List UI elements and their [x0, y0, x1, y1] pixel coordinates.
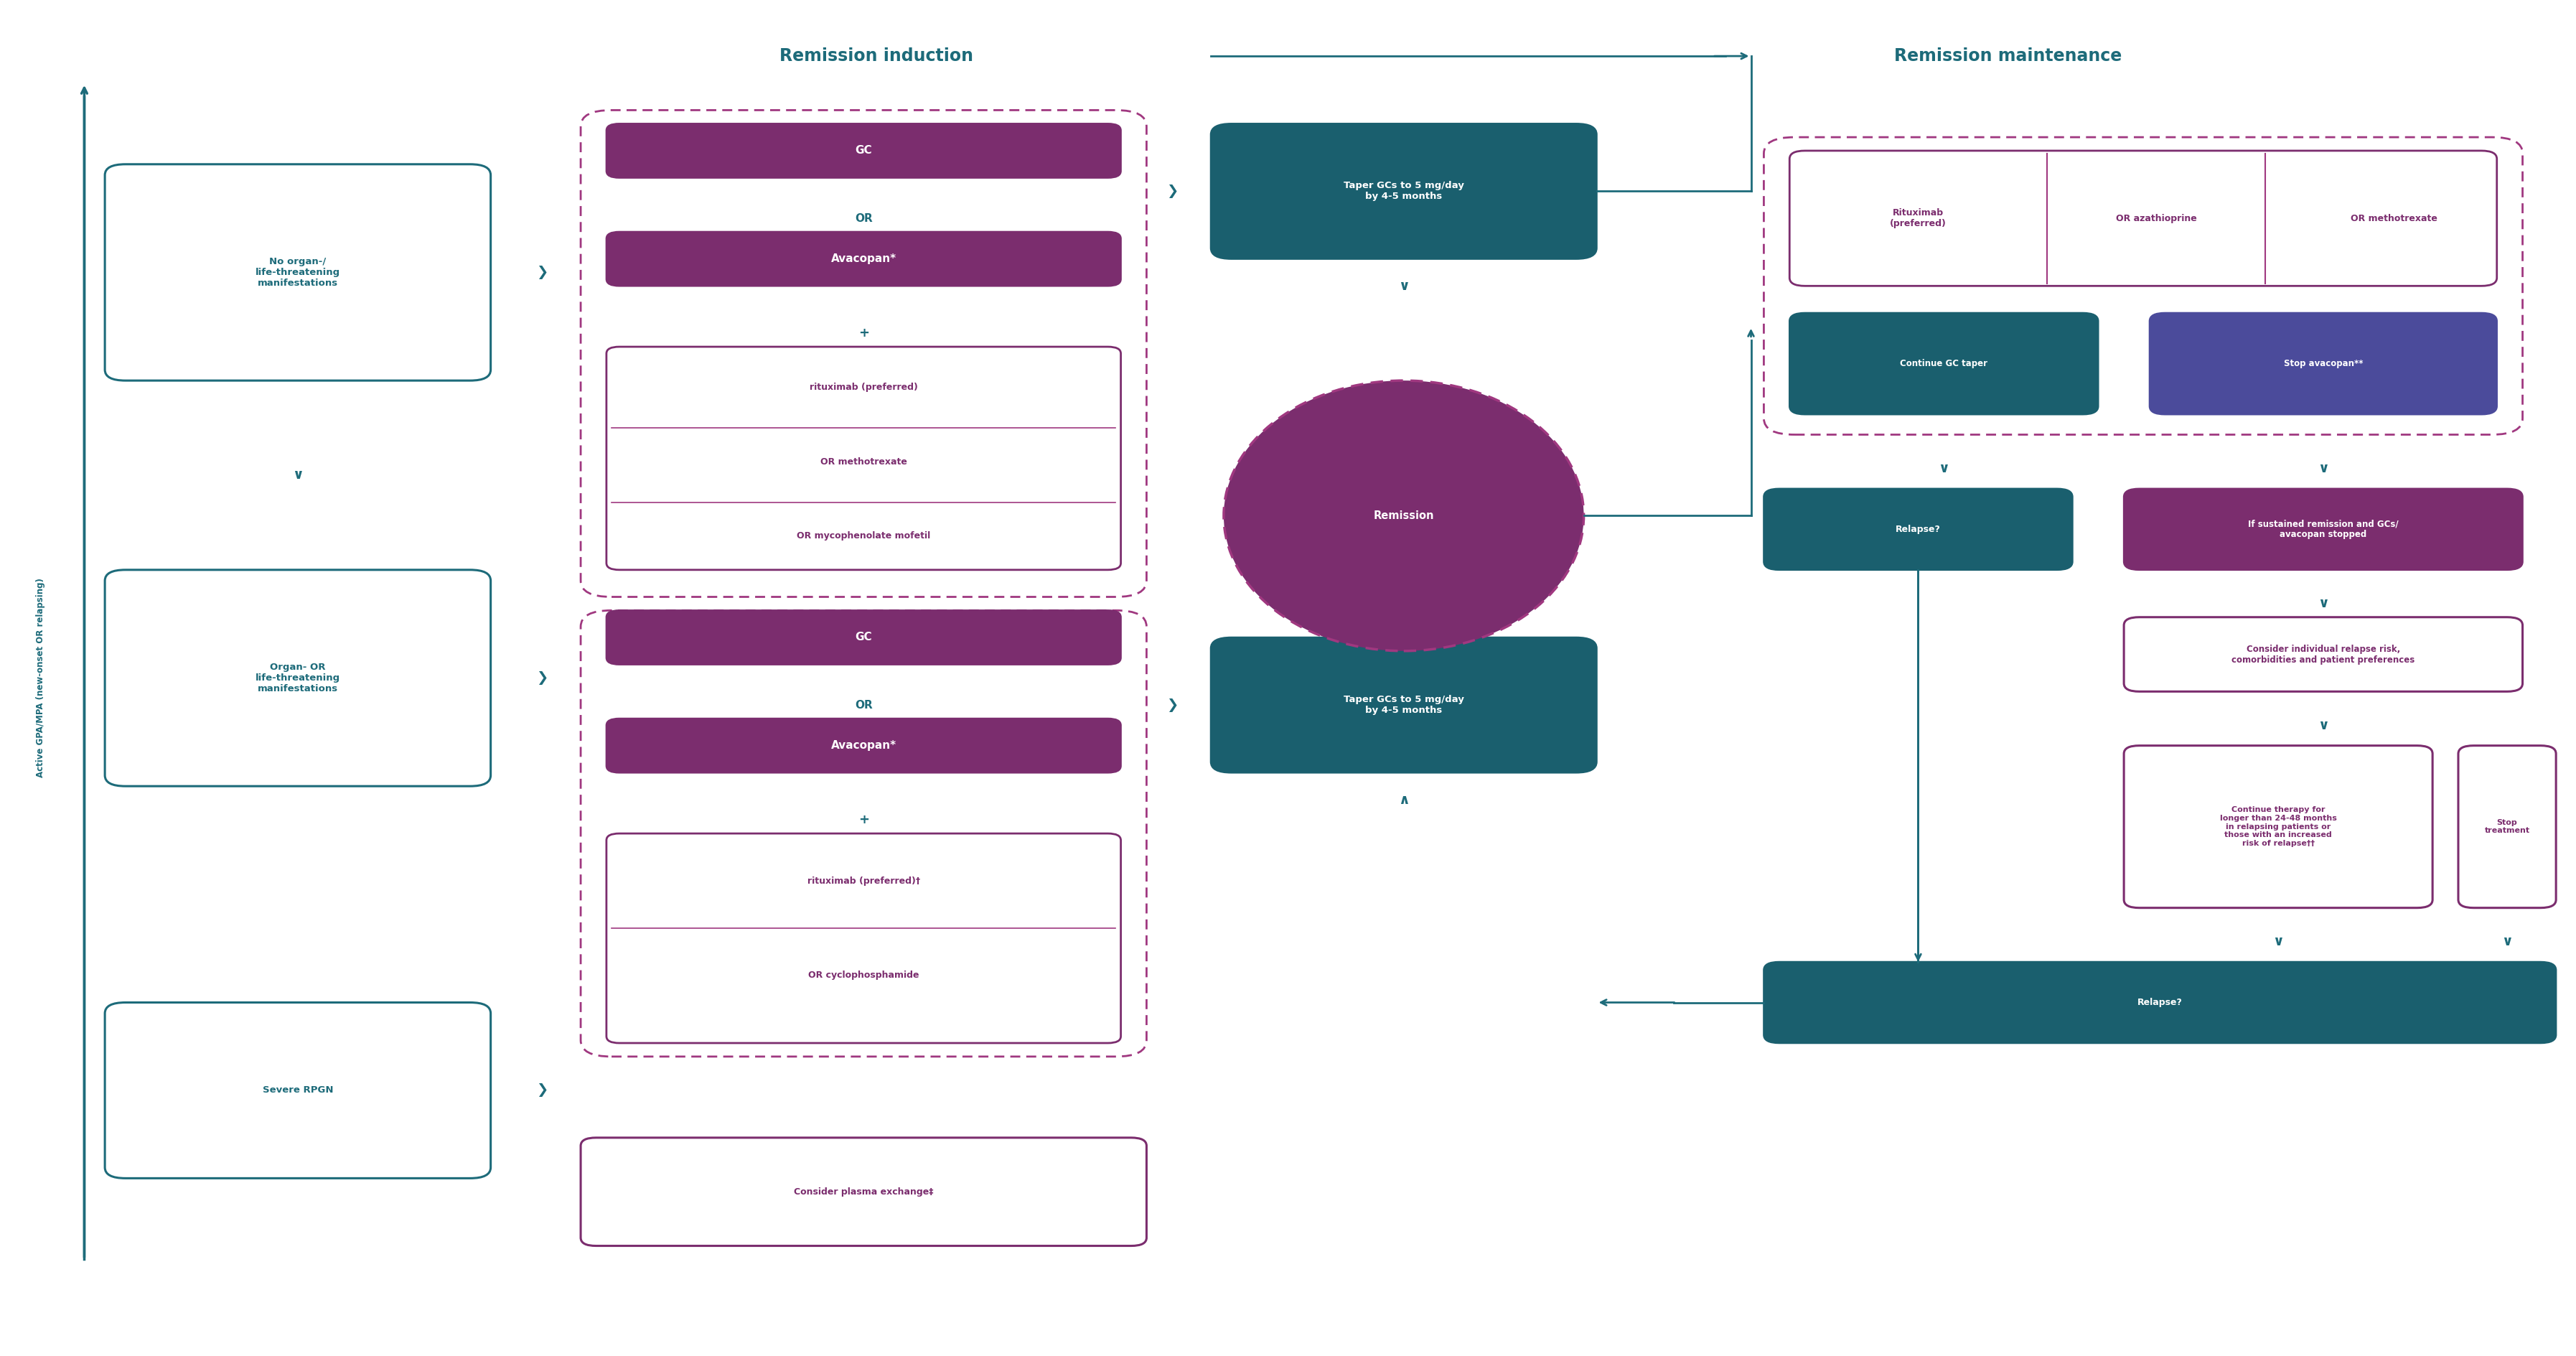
- Text: Organ- OR
life-threatening
manifestations: Organ- OR life-threatening manifestation…: [255, 663, 340, 693]
- FancyBboxPatch shape: [2148, 313, 2496, 415]
- Text: ❯: ❯: [536, 1083, 549, 1097]
- FancyBboxPatch shape: [2123, 617, 2522, 692]
- Text: Relapse?: Relapse?: [1896, 525, 1940, 534]
- FancyBboxPatch shape: [1765, 137, 2522, 435]
- Text: Continue therapy for
longer than 24-48 months
in relapsing patients or
those wit: Continue therapy for longer than 24-48 m…: [2221, 807, 2336, 848]
- Text: Active GPA/MPA (new-onset OR relapsing): Active GPA/MPA (new-onset OR relapsing): [36, 578, 46, 778]
- Text: Avacopan*: Avacopan*: [832, 254, 896, 264]
- Text: OR mycophenolate mofetil: OR mycophenolate mofetil: [796, 532, 930, 541]
- FancyBboxPatch shape: [1765, 488, 2074, 570]
- FancyBboxPatch shape: [2123, 488, 2522, 570]
- Text: ∨: ∨: [2318, 597, 2329, 610]
- Text: OR azathioprine: OR azathioprine: [2115, 214, 2197, 222]
- Text: Taper GCs to 5 mg/day
by 4-5 months: Taper GCs to 5 mg/day by 4-5 months: [1345, 182, 1463, 201]
- Text: ∨: ∨: [1399, 279, 1409, 293]
- Text: Stop
treatment: Stop treatment: [2483, 819, 2530, 834]
- FancyBboxPatch shape: [106, 164, 489, 381]
- Text: OR: OR: [855, 213, 873, 224]
- Text: rituximab (preferred)†: rituximab (preferred)†: [806, 876, 920, 885]
- FancyBboxPatch shape: [605, 347, 1121, 570]
- Text: If sustained remission and GCs/
avacopan stopped: If sustained remission and GCs/ avacopan…: [2249, 519, 2398, 540]
- Text: Relapse?: Relapse?: [2138, 998, 2182, 1008]
- FancyBboxPatch shape: [1790, 313, 2099, 415]
- FancyBboxPatch shape: [106, 570, 489, 786]
- Text: OR methotrexate: OR methotrexate: [819, 457, 907, 466]
- FancyBboxPatch shape: [1211, 123, 1597, 259]
- Text: ∨: ∨: [2501, 934, 2512, 948]
- FancyBboxPatch shape: [580, 110, 1146, 597]
- FancyBboxPatch shape: [605, 719, 1121, 773]
- Text: ❯: ❯: [1167, 184, 1177, 198]
- Text: ∨: ∨: [2318, 461, 2329, 475]
- Text: ❯: ❯: [536, 671, 549, 685]
- Text: ∧: ∧: [1399, 793, 1409, 807]
- Text: OR cyclophosphamide: OR cyclophosphamide: [809, 971, 920, 980]
- Text: Remission induction: Remission induction: [781, 47, 974, 65]
- FancyBboxPatch shape: [605, 610, 1121, 664]
- Text: +: +: [858, 327, 868, 340]
- FancyBboxPatch shape: [580, 1138, 1146, 1246]
- Text: OR: OR: [855, 700, 873, 711]
- FancyBboxPatch shape: [2458, 746, 2555, 909]
- FancyBboxPatch shape: [106, 1002, 489, 1178]
- Text: Rituximab
(preferred): Rituximab (preferred): [1891, 209, 1947, 228]
- FancyBboxPatch shape: [1790, 151, 2496, 286]
- Text: ❯: ❯: [536, 266, 549, 279]
- FancyBboxPatch shape: [1765, 961, 2555, 1043]
- Text: Stop avacopan**: Stop avacopan**: [2282, 359, 2362, 369]
- Text: Taper GCs to 5 mg/day
by 4-5 months: Taper GCs to 5 mg/day by 4-5 months: [1345, 696, 1463, 715]
- Text: +: +: [858, 814, 868, 826]
- FancyBboxPatch shape: [605, 123, 1121, 178]
- FancyBboxPatch shape: [605, 232, 1121, 286]
- Text: ∨: ∨: [2272, 934, 2285, 948]
- Text: OR methotrexate: OR methotrexate: [2349, 214, 2437, 222]
- Text: Consider individual relapse risk,
comorbidities and patient preferences: Consider individual relapse risk, comorb…: [2231, 644, 2414, 664]
- Text: GC: GC: [855, 632, 873, 643]
- Text: rituximab (preferred): rituximab (preferred): [809, 382, 917, 392]
- Text: ∨: ∨: [2318, 719, 2329, 732]
- Text: GC: GC: [855, 145, 873, 156]
- Text: ❯: ❯: [1167, 698, 1177, 712]
- Text: ∨: ∨: [291, 468, 304, 481]
- FancyBboxPatch shape: [1211, 637, 1597, 773]
- FancyBboxPatch shape: [605, 834, 1121, 1043]
- Text: Remission: Remission: [1373, 510, 1435, 521]
- Text: Avacopan*: Avacopan*: [832, 740, 896, 751]
- FancyBboxPatch shape: [580, 610, 1146, 1056]
- Text: Consider plasma exchange‡: Consider plasma exchange‡: [793, 1186, 933, 1196]
- FancyBboxPatch shape: [2123, 746, 2432, 909]
- Ellipse shape: [1224, 381, 1584, 651]
- Text: Continue GC taper: Continue GC taper: [1901, 359, 1989, 369]
- Text: No organ-/
life-threatening
manifestations: No organ-/ life-threatening manifestatio…: [255, 258, 340, 287]
- Text: Remission maintenance: Remission maintenance: [1893, 47, 2123, 65]
- Text: Severe RPGN: Severe RPGN: [263, 1086, 332, 1096]
- Text: ∨: ∨: [1937, 461, 1950, 475]
